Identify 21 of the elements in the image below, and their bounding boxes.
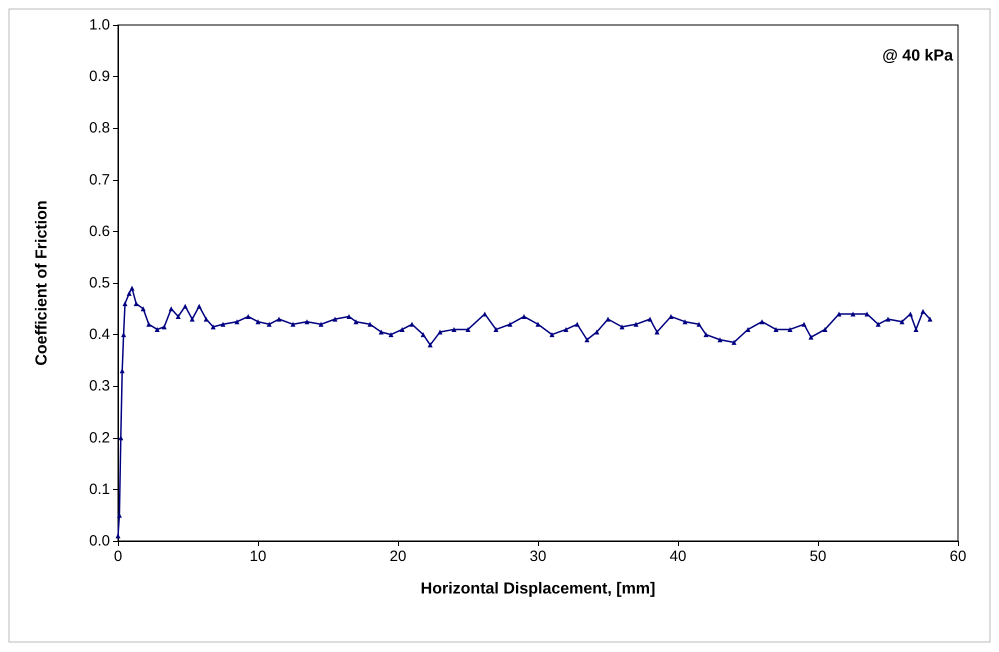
y-tick-label: 0.4 [89,326,110,344]
x-tick-label: 10 [250,548,266,565]
annotation: @ 40 kPa [882,48,954,64]
x-tick-label: 40 [670,548,686,565]
y-tick-label: 0.1 [89,480,110,498]
y-tick-label: 0.6 [89,222,110,240]
y-tick-label: 0.5 [89,274,110,292]
y-tick-label: 0.7 [89,171,110,188]
y-tick-label: 0.0 [89,532,110,550]
x-tick-label: 60 [950,548,966,565]
y-axis-title: Coefficient of Friction [34,200,50,366]
y-tick-label: 0.8 [89,120,110,137]
y-tick-label: 1.0 [89,16,110,34]
x-axis-title: Horizontal Displacement, [mm] [420,580,656,598]
x-tick-label: 30 [530,548,546,565]
x-tick-label: 20 [390,548,406,565]
y-tick-label: 0.3 [89,378,110,395]
x-tick-label: 50 [810,548,826,565]
x-tick-label: 0 [114,548,122,565]
y-tick-label: 0.9 [89,68,110,86]
y-tick-label: 0.2 [89,429,110,446]
